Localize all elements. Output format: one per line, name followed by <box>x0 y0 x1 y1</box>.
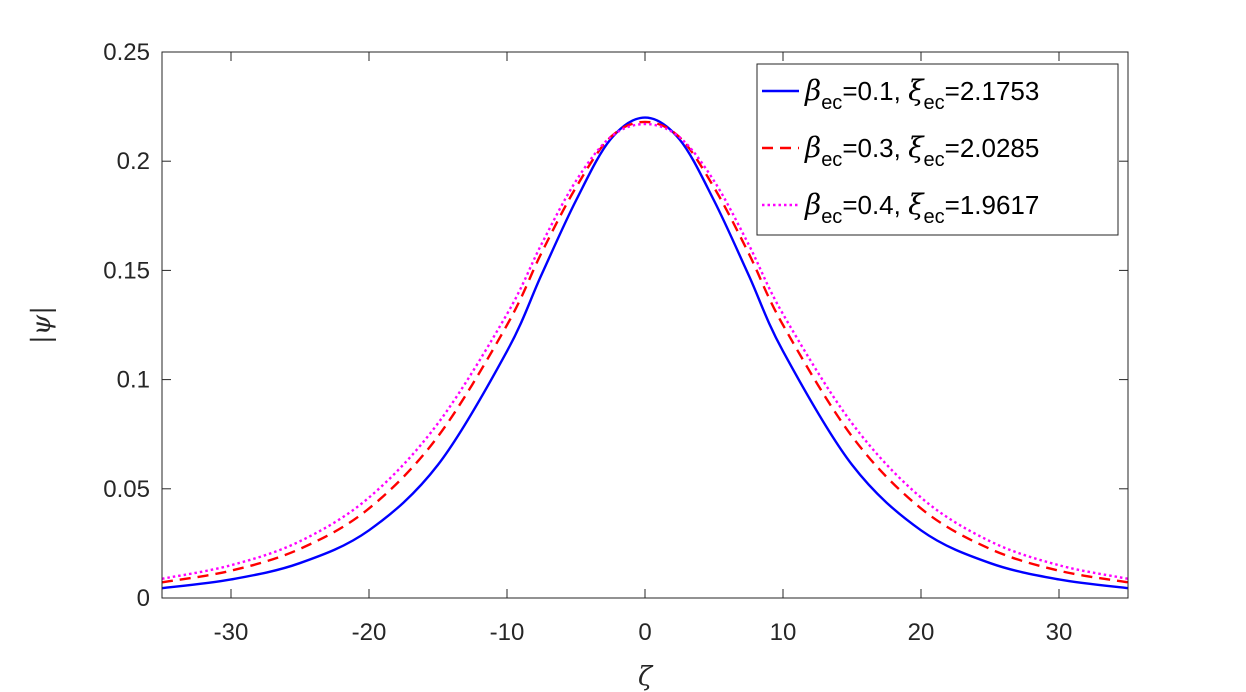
x-tick-label: -20 <box>352 619 387 646</box>
y-tick-label: 0.2 <box>117 148 150 175</box>
legend-xi-sym: ξ <box>908 188 925 221</box>
x-tick-label: -30 <box>214 619 249 646</box>
legend-beta-sub: ec <box>821 149 842 171</box>
legend-entry-3: βec=0.4, ξec=1.9617 <box>804 188 1039 228</box>
y-tick-label: 0.15 <box>103 257 150 284</box>
legend-beta-sym: β <box>804 131 821 164</box>
legend-xi-sub: ec <box>924 206 945 228</box>
y-axis-label: |ψ| <box>27 306 57 344</box>
legend-beta-sub: ec <box>821 92 842 114</box>
x-tick-label: -10 <box>490 619 525 646</box>
legend-xi-sub: ec <box>924 92 945 114</box>
legend-beta-val: =0.1, <box>842 76 908 106</box>
x-tick-label: 20 <box>908 619 935 646</box>
legend-entry-2: βec=0.3, ξec=2.0285 <box>804 131 1039 171</box>
y-tick-label: 0.05 <box>103 476 150 503</box>
series-line-1 <box>161 116 1129 590</box>
legend-xi-val: =2.1753 <box>945 76 1040 106</box>
x-tick-label: 30 <box>1046 619 1073 646</box>
y-tick-label: 0.1 <box>117 367 150 394</box>
series-layer <box>161 116 1129 590</box>
y-tick-label: 0.25 <box>103 39 150 66</box>
series-line-2 <box>161 120 1129 584</box>
x-tick-label: 10 <box>770 619 797 646</box>
legend-beta-val: =0.4, <box>842 190 908 220</box>
ticks-layer: -30 -20 -10 0 10 20 30 0 0.05 0.1 0.15 0.2 0.25 <box>103 39 1128 646</box>
legend-beta-sym: β <box>804 188 821 221</box>
legend-box <box>756 63 1119 236</box>
y-tick-label: 0 <box>137 585 150 612</box>
legend-xi-sym: ξ <box>908 74 925 107</box>
legend-xi-sym: ξ <box>908 131 925 164</box>
legend-entry-1: βec=0.1, ξec=2.1753 <box>804 74 1039 114</box>
series-line-3 <box>161 122 1129 580</box>
legend-beta-val: =0.3, <box>842 133 908 163</box>
x-tick-label: 0 <box>638 619 651 646</box>
legend-beta-sub: ec <box>821 206 842 228</box>
legend-xi-val: =1.9617 <box>945 190 1040 220</box>
legend-xi-val: =2.0285 <box>945 133 1040 163</box>
x-axis-label: ζ <box>638 662 654 692</box>
legend-beta-sym: β <box>804 74 821 107</box>
legend-xi-sub: ec <box>924 149 945 171</box>
